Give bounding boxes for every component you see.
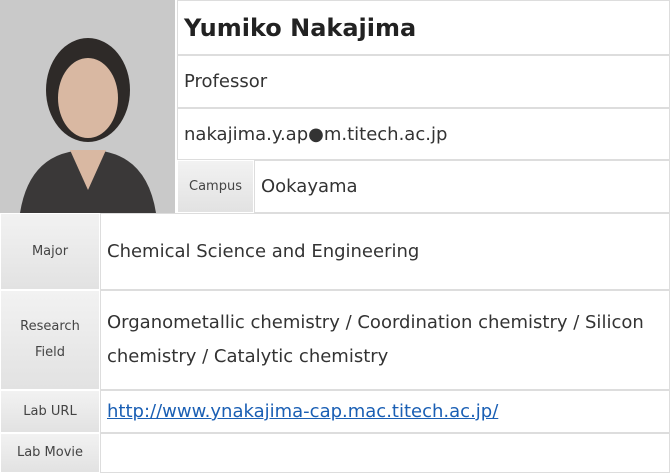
detail-label: Major xyxy=(0,213,100,290)
detail-value: http://www.ynakajima-cap.mac.titech.ac.j… xyxy=(100,390,670,433)
campus-value: Ookayama xyxy=(254,160,670,213)
detail-label: Lab Movie xyxy=(0,433,100,473)
campus-label: Campus xyxy=(177,160,254,213)
detail-value: Organometallic chemistry / Coordination … xyxy=(100,290,670,390)
name: Yumiko Nakajima xyxy=(177,0,670,55)
position: Professor xyxy=(177,55,670,108)
detail-value xyxy=(100,433,670,473)
photo-placeholder xyxy=(0,0,175,213)
email: nakajima.y.ap●m.titech.ac.jp xyxy=(177,108,670,160)
detail-label: Research Field xyxy=(0,290,100,390)
photo xyxy=(0,0,175,213)
lab-link[interactable]: http://www.ynakajima-cap.mac.titech.ac.j… xyxy=(107,401,499,422)
detail-label: Lab URL xyxy=(0,390,100,433)
detail-value: Chemical Science and Engineering xyxy=(100,213,670,290)
